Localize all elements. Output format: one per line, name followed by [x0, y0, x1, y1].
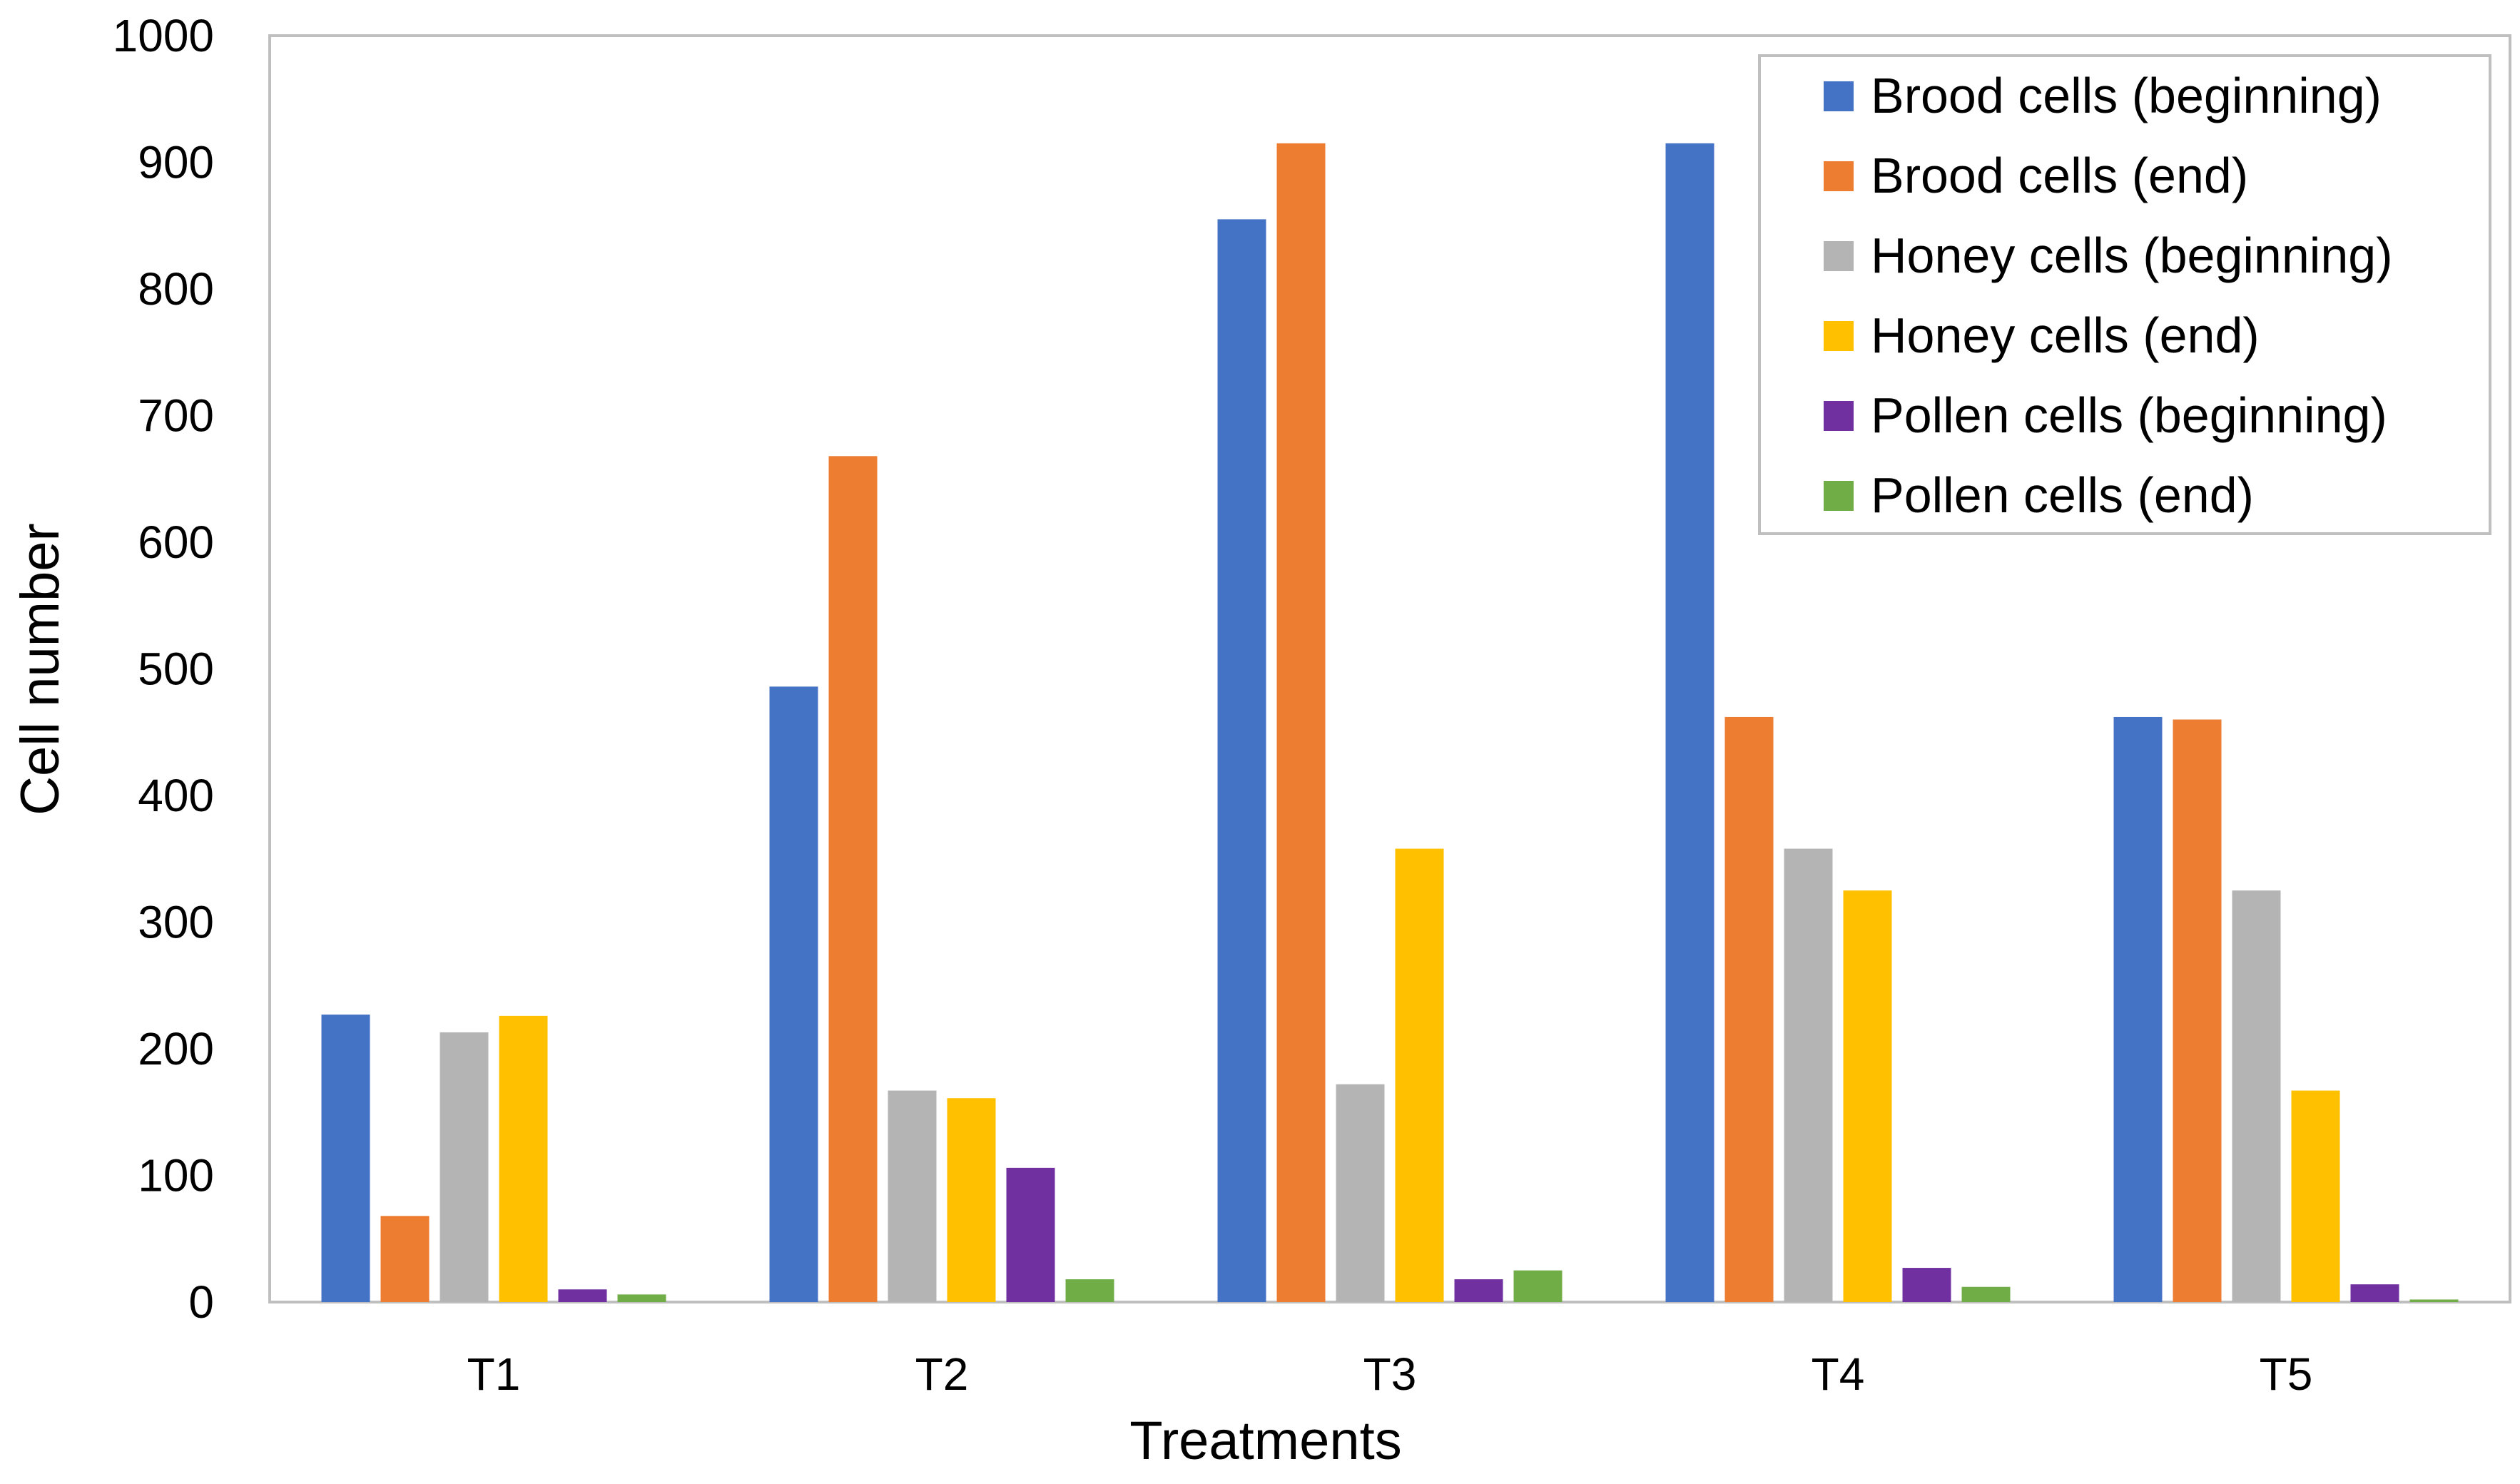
y-tick-label: 900 [138, 137, 214, 188]
y-tick-label: 200 [138, 1023, 214, 1074]
legend-label: Brood cells (beginning) [1871, 68, 2382, 123]
legend-swatch [1824, 241, 1854, 271]
bar [2291, 1090, 2340, 1302]
x-axis-title: Treatments [1129, 1411, 1402, 1471]
y-tick-label: 600 [138, 517, 214, 568]
x-tick-label: T5 [2260, 1348, 2313, 1400]
bars [321, 143, 2459, 1302]
y-tick-label: 100 [138, 1150, 214, 1201]
y-tick-label: 500 [138, 644, 214, 695]
y-tick-label: 800 [138, 263, 214, 315]
bar [1276, 143, 1326, 1302]
legend-label: Brood cells (end) [1871, 148, 2248, 203]
bar [1395, 848, 1444, 1302]
bar [1843, 890, 1892, 1302]
x-tick-label: T4 [1812, 1348, 1865, 1400]
y-tick-label: 700 [138, 390, 214, 442]
y-axis-title: Cell number [10, 523, 71, 815]
bar [1454, 1279, 1503, 1302]
x-tick-label: T3 [1363, 1348, 1417, 1400]
bar [499, 1015, 548, 1302]
legend-swatch [1824, 481, 1854, 511]
legend-label: Pollen cells (beginning) [1871, 387, 2387, 443]
bar [2409, 1299, 2459, 1302]
legend-label: Honey cells (end) [1871, 308, 2260, 363]
y-tick-label: 0 [188, 1276, 214, 1328]
x-tick-label: T1 [467, 1348, 521, 1400]
bar [2113, 716, 2163, 1302]
bar [558, 1289, 607, 1302]
bar [2173, 719, 2222, 1302]
y-tick-label: 300 [138, 897, 214, 948]
bar [321, 1015, 370, 1302]
x-tick-label: T2 [915, 1348, 969, 1400]
y-tick-label: 400 [138, 770, 214, 821]
legend-swatch [1824, 321, 1854, 351]
bar [2350, 1284, 2399, 1302]
bar [1961, 1286, 2011, 1302]
bar [1065, 1279, 1114, 1302]
legend-label: Pollen cells (end) [1871, 467, 2254, 523]
bar [2232, 890, 2281, 1302]
legend: Brood cells (beginning) Brood cells (end)… [1758, 54, 2491, 535]
legend-box [1758, 54, 2491, 535]
bar [769, 686, 818, 1302]
bar [380, 1216, 430, 1302]
bar [1902, 1268, 1951, 1302]
x-tick-labels: T1 T2 T3 T4 T5 [467, 1348, 2313, 1400]
legend-label: Honey cells (beginning) [1871, 228, 2393, 283]
y-tick-labels: 0 100 200 300 400 500 600 700 800 900 1000 [113, 10, 214, 1328]
bar [828, 456, 878, 1302]
bar [617, 1294, 666, 1302]
y-tick-label: 1000 [113, 10, 214, 61]
legend-swatch [1824, 161, 1854, 191]
bar [1784, 848, 1833, 1302]
bar [947, 1098, 996, 1302]
bar [440, 1032, 489, 1302]
legend-swatch [1824, 81, 1854, 111]
bar [1006, 1167, 1055, 1302]
bar [1665, 143, 1714, 1302]
legend-swatch [1824, 401, 1854, 431]
bar [1336, 1084, 1385, 1302]
bar [1724, 716, 1774, 1302]
bar [888, 1090, 937, 1302]
bar [1217, 219, 1266, 1302]
bar [1513, 1270, 1563, 1302]
